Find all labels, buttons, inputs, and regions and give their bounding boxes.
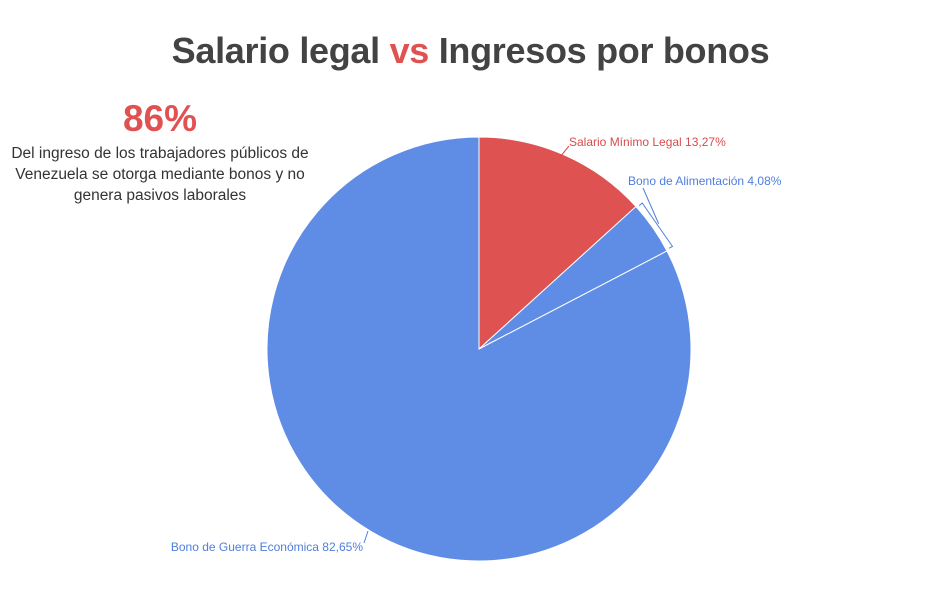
slice-leader-2 <box>363 530 369 544</box>
chart-title: Salario legal vs Ingresos por bonos <box>0 30 941 72</box>
pie-slice-0 <box>478 136 637 351</box>
slice-leader-0 <box>559 145 570 158</box>
title-vs: vs <box>389 30 430 71</box>
slice-label-0: Salario Mínimo Legal 13,27% <box>569 135 726 149</box>
slice-leader-1 <box>638 187 674 249</box>
highlight-percentage: 86% <box>122 98 198 139</box>
highlight-description: Del ingreso de los trabajadores públicos… <box>11 145 309 204</box>
title-part-2: Ingresos por bonos <box>429 30 770 71</box>
pie-slice-2 <box>266 136 692 562</box>
slice-label-1: Bono de Alimentación 4,08% <box>628 174 782 188</box>
slice-label-2: Bono de Guerra Económica 82,65% <box>171 540 363 554</box>
title-part-1: Salario legal <box>171 30 390 71</box>
